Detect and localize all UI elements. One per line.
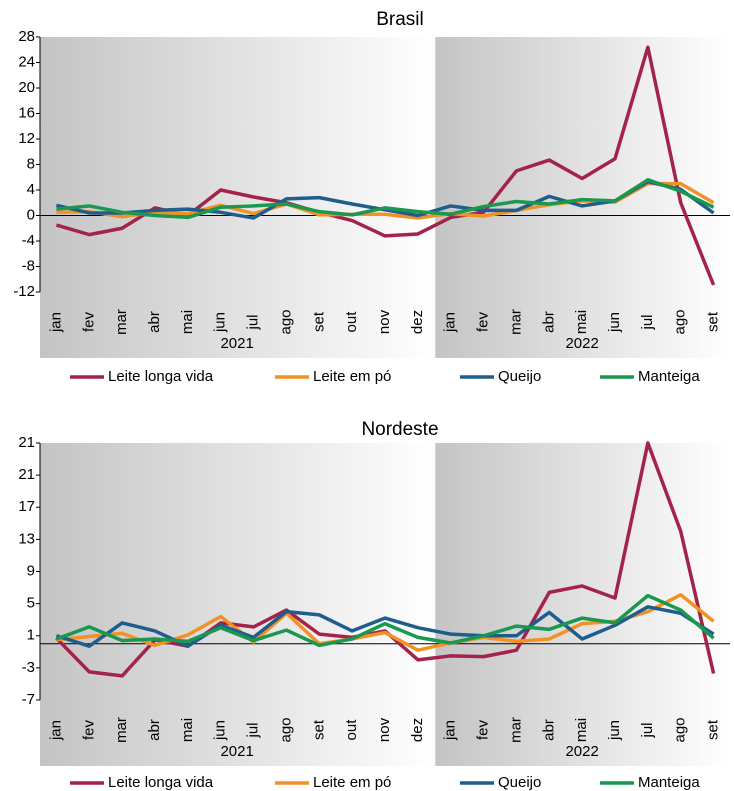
legend-label: Queijo (498, 368, 541, 385)
x-tick-label: jul (245, 314, 262, 330)
x-tick-label: ago (277, 309, 294, 334)
chart-title: Nordeste (361, 419, 438, 440)
x-tick-label: abr (146, 719, 163, 741)
year-label: 2021 (220, 743, 253, 760)
x-tick-label: nov (376, 717, 393, 742)
y-tick-label: 8 (27, 155, 35, 172)
legend-label: Queijo (498, 774, 541, 791)
series-line (55, 605, 715, 648)
y-tick-label: 21 (18, 466, 35, 483)
x-tick-label: mai (179, 310, 196, 334)
x-tick-label: jun (212, 720, 229, 741)
x-tick-label: jun (212, 312, 229, 333)
x-tick-label: fev (80, 311, 97, 332)
x-tick-label: out (343, 719, 360, 741)
x-tick-label: fev (475, 719, 492, 740)
y-tick-label: 5 (27, 595, 35, 612)
y-tick-label: -3 (22, 659, 35, 676)
y-tick-label: -4 (22, 232, 35, 249)
x-tick-label: mai (573, 718, 590, 742)
x-tick-label: nov (376, 309, 393, 334)
x-tick-label: set (705, 719, 722, 740)
y-tick-label: 17 (18, 498, 35, 515)
y-tick-label: 0 (27, 206, 35, 223)
y-tick-label: 24 (18, 53, 35, 70)
series-line (56, 179, 715, 220)
x-tick-label: jun (606, 312, 623, 333)
legend-label: Leite longa vida (108, 774, 214, 791)
x-tick-label: mai (573, 310, 590, 334)
legend-label: Manteiga (638, 774, 700, 791)
x-tick-label: mar (113, 309, 130, 335)
x-tick-label: mar (507, 717, 524, 743)
y-tick-label: -12 (13, 283, 35, 300)
y-tick-label: 13 (18, 530, 35, 547)
y-tick-label: 20 (18, 79, 35, 96)
x-tick-label: jun (606, 720, 623, 741)
y-tick-label: 21 (18, 434, 35, 451)
x-tick-label: abr (540, 311, 557, 333)
x-tick-label: set (310, 311, 327, 332)
x-tick-label: mar (507, 309, 524, 335)
x-tick-label: ago (672, 717, 689, 742)
year-label: 2021 (220, 335, 253, 352)
x-tick-label: out (343, 311, 360, 333)
group-background (434, 443, 730, 766)
chart-title: Brasil (376, 9, 424, 30)
year-label: 2022 (565, 335, 598, 352)
legend-label: Leite longa vida (108, 368, 214, 385)
x-tick-label: jan (47, 720, 64, 741)
y-tick-label: -8 (22, 257, 35, 274)
x-tick-label: mar (113, 717, 130, 743)
x-tick-label: jul (639, 722, 656, 738)
x-tick-label: jan (442, 720, 459, 741)
series-line (55, 593, 715, 648)
x-tick-label: fev (475, 311, 492, 332)
y-tick-label: 28 (18, 28, 35, 45)
x-tick-label: jul (245, 722, 262, 738)
year-label: 2022 (565, 743, 598, 760)
y-tick-label: 16 (18, 104, 35, 121)
x-tick-label: set (705, 311, 722, 332)
y-tick-label: 4 (27, 181, 35, 198)
x-tick-label: abr (540, 719, 557, 741)
x-tick-label: dez (409, 310, 426, 334)
x-tick-label: mai (179, 718, 196, 742)
y-tick-label: 9 (27, 562, 35, 579)
x-tick-label: ago (672, 309, 689, 334)
y-tick-label: 1 (27, 627, 35, 644)
x-tick-label: jan (442, 312, 459, 333)
legend-label: Manteiga (638, 368, 700, 385)
group-background (40, 443, 435, 766)
y-tick-label: 12 (18, 130, 35, 147)
x-tick-label: jul (639, 314, 656, 330)
y-tick-label: -7 (22, 691, 35, 708)
x-tick-label: fev (80, 719, 97, 740)
group-background (40, 37, 435, 358)
series-line (56, 178, 715, 220)
x-tick-label: abr (146, 311, 163, 333)
x-tick-label: dez (409, 718, 426, 742)
legend-label: Leite em pó (313, 368, 391, 385)
legend-label: Leite em pó (313, 774, 391, 791)
x-tick-label: set (310, 719, 327, 740)
x-tick-label: jan (47, 312, 64, 333)
x-tick-label: ago (277, 717, 294, 742)
